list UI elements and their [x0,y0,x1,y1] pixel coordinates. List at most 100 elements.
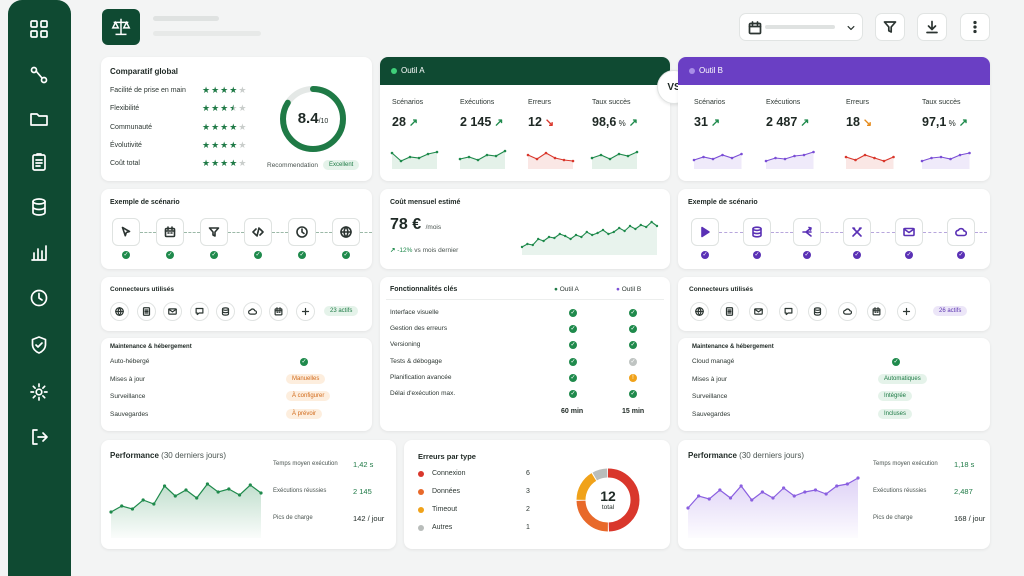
connector-cloud[interactable] [242,302,262,321]
download-button[interactable] [917,13,947,41]
connector-globe[interactable] [110,302,129,321]
connector-chat[interactable] [189,302,209,321]
perf-point [184,488,188,492]
scenario-step[interactable] [843,218,871,246]
connector-mail[interactable] [749,302,768,321]
chat-icon [195,307,203,316]
connector-plus[interactable] [896,302,916,321]
scenario-step[interactable] [332,218,360,246]
perf-point [248,483,252,487]
feature-label: Tests & débogage [390,357,443,365]
scenario-step[interactable] [156,218,184,246]
connector-chat[interactable] [778,302,798,321]
title-placeholder [153,16,219,21]
cost-point [607,232,610,236]
tool-a-connectors-card: Connecteurs utilisés 23 actifs [101,277,372,331]
connectors-count-badge: 26 actifs [933,306,968,316]
subtitle-placeholder [153,31,261,36]
connector-database[interactable] [216,302,235,321]
cost-card: Coût mensuel estimé 78 € /mois ↗ -12% vs… [380,189,670,269]
cost-point [558,232,561,236]
connector-mail[interactable] [163,302,182,321]
scenario-step[interactable] [743,218,771,246]
star-icon: ★ [238,121,248,132]
folder-icon[interactable] [29,109,49,129]
scenario-step[interactable] [244,218,272,246]
hosting-value-badge: Incluses [878,408,913,419]
connector-plus[interactable] [295,302,315,321]
star-rating: ★★★★★ [202,103,247,114]
sparkline-point [608,157,612,161]
scenario-step[interactable] [793,218,821,246]
scenario-step[interactable] [895,218,923,246]
perf-stat-label: Temps moyen exécution [873,461,938,467]
scenario-step[interactable] [288,218,316,246]
kpi-label: Taux succès [922,99,961,106]
perf-point [686,506,690,510]
kpi-label: Erreurs [528,99,551,106]
perf-point [835,484,839,488]
cost-unit: /mois [425,224,442,231]
star-icon: ★ [238,85,248,95]
star-icon: ★ [229,85,239,95]
perf-point [707,497,711,501]
filter-button[interactable] [875,13,905,41]
scenario-step[interactable] [200,218,228,246]
sparkline [845,154,894,162]
hosting-value-badge: À configurer [286,391,331,401]
connector-sheet[interactable] [719,302,739,321]
date-range-placeholder [765,25,835,29]
scenario-step[interactable] [691,218,719,246]
star-rating: ★★★★★ [202,140,247,151]
connector-sheet[interactable] [136,302,156,321]
logout-icon[interactable] [29,427,49,447]
perf-subtitle: (30 derniers jours) [739,451,805,460]
bar-chart-icon[interactable] [29,242,49,262]
perf-subtitle: (30 derniers jours) [161,451,227,460]
gear-icon[interactable] [29,382,49,402]
connector-globe[interactable] [690,302,709,321]
cost-delta: ↗ -12% vs mois dernier [390,246,458,254]
grid-icon[interactable] [29,19,49,39]
scenario-step[interactable] [947,218,975,246]
hosting-label: Sauvegardes [692,410,731,418]
workflow-icon[interactable] [29,65,49,85]
kpi-label: Exécutions [766,99,801,106]
kpi-number: 98,6 [592,115,617,129]
chat-icon [784,307,792,316]
check-icon: ✓ [298,251,306,259]
star-icon: ★ [220,103,230,114]
date-range-picker[interactable] [739,13,863,41]
split-icon [802,226,812,237]
clipboard-icon[interactable] [29,152,49,172]
connector-calendar[interactable] [867,302,886,321]
clock-icon[interactable] [29,288,49,308]
flow-connector [719,232,743,233]
cost-point [580,235,583,239]
sparkline-point [399,159,403,163]
kpi-number: 2 487 [766,115,798,129]
kpi-number: 28 [392,115,406,129]
errors-donut-chart [576,468,640,532]
scenario-step[interactable] [112,218,140,246]
plus-icon [902,307,910,316]
connector-cloud[interactable] [837,302,857,321]
database-icon[interactable] [29,197,49,217]
sparkline-point [882,159,886,163]
perf-area [111,484,261,538]
cost-point [634,227,637,231]
filter-icon [208,227,220,237]
sparkline-point [793,154,796,158]
sparkline-area [846,155,894,169]
perf-point [130,507,135,511]
partial-icon: ✓ [629,357,637,366]
sparkline-point [417,156,421,160]
shield-icon[interactable] [29,335,49,355]
kpi-value: 31 ↗ [694,115,720,129]
connector-calendar[interactable] [269,302,288,321]
connector-database[interactable] [808,302,827,321]
more-button[interactable] [960,13,990,41]
perf-point [152,502,156,506]
score-ring [280,86,346,152]
perf-stat-label: Pics de charge [873,515,913,521]
